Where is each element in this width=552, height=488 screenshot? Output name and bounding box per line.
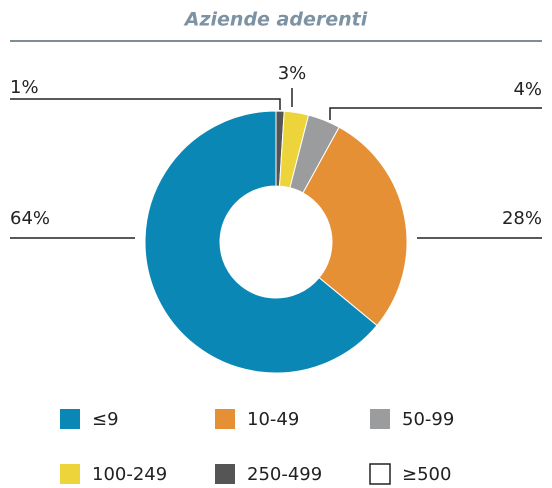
data-label: 4% xyxy=(513,79,542,100)
data-label: 3% xyxy=(278,63,307,84)
legend-swatch xyxy=(370,409,390,429)
legend-label: 100-249 xyxy=(92,464,167,485)
legend-swatch xyxy=(215,464,235,484)
donut-slice xyxy=(144,110,378,374)
data-label: 1% xyxy=(10,77,39,98)
leader-line xyxy=(10,98,281,110)
legend-label: 10-49 xyxy=(247,409,299,430)
legend-label: ≥500 xyxy=(402,464,451,485)
legend-swatch xyxy=(60,409,80,429)
legend-swatch xyxy=(60,464,80,484)
legend-swatch xyxy=(215,409,235,429)
legend-label: 250-499 xyxy=(247,464,322,485)
chart-title: Aziende aderenti xyxy=(183,9,368,31)
donut-slice xyxy=(302,126,408,327)
leader-line xyxy=(329,107,542,120)
legend-label: 50-99 xyxy=(402,409,454,430)
data-label: 64% xyxy=(10,208,50,229)
legend-label: ≤9 xyxy=(92,409,119,430)
data-label: 28% xyxy=(502,208,542,229)
legend-swatch xyxy=(369,463,391,485)
